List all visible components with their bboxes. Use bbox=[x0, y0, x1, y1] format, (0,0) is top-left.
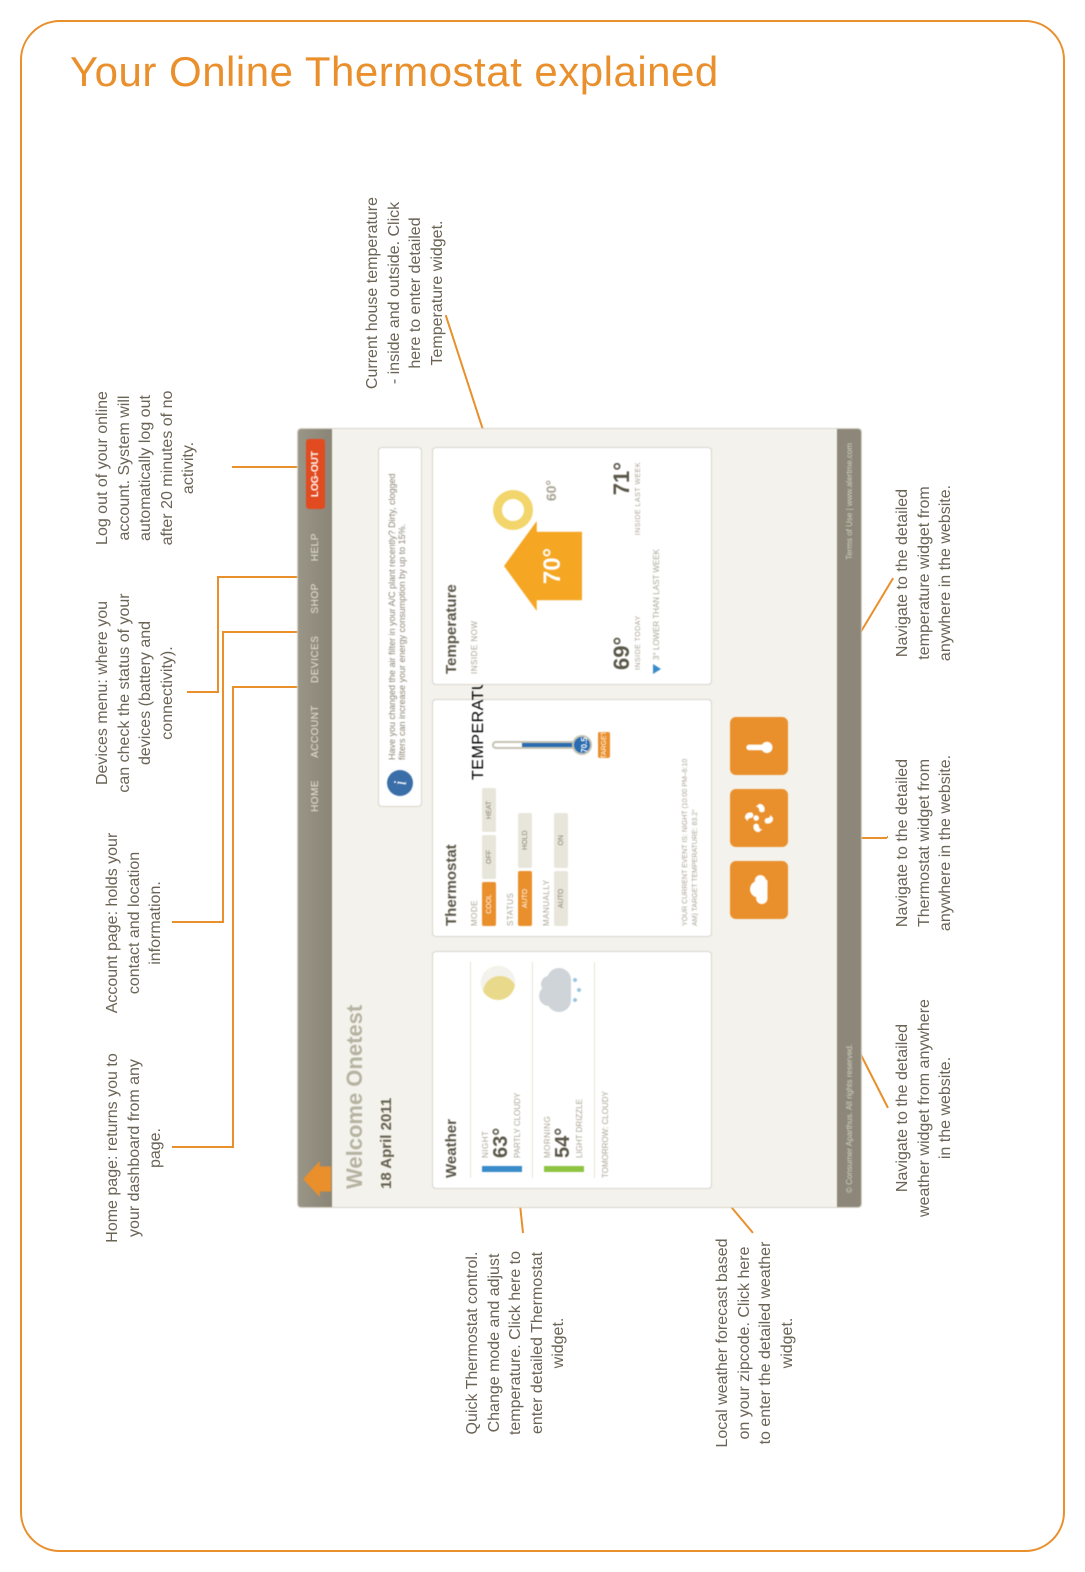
info-icon: i bbox=[387, 770, 413, 796]
bar-icon bbox=[544, 1166, 584, 1172]
target-button[interactable]: TARGET bbox=[598, 732, 610, 758]
footer-right: Terms of Use | www.alertme.com bbox=[845, 443, 854, 560]
status-auto[interactable]: AUTO bbox=[518, 871, 532, 926]
temp-label: TEMPERATURE bbox=[470, 710, 488, 780]
date-text: 18 April 2011 bbox=[372, 807, 397, 1207]
info-tip: i Have you changed the air filter in you… bbox=[378, 447, 422, 807]
manually-label: MANUALLY bbox=[542, 788, 551, 926]
fan-icon bbox=[742, 801, 776, 835]
nav-home[interactable]: HOME bbox=[306, 770, 325, 822]
main-nav: HOME ACCOUNT DEVICES SHOP HELP bbox=[306, 523, 325, 822]
inside-today-label: INSIDE TODAY bbox=[635, 615, 642, 670]
house-icon: 70° bbox=[504, 521, 582, 611]
morning-temp: 54° bbox=[552, 1030, 575, 1158]
sun-icon bbox=[493, 490, 533, 530]
nav-shop[interactable]: SHOP bbox=[306, 573, 325, 623]
inside-now-label: INSIDE NOW bbox=[470, 458, 479, 674]
nav-tile-temperature[interactable] bbox=[730, 717, 788, 775]
man-auto[interactable]: AUTO bbox=[554, 871, 568, 926]
callout-nav-thermo: Navigate to the detailed Thermostat widg… bbox=[892, 733, 957, 953]
logout-button[interactable]: LOG-OUT bbox=[306, 439, 325, 509]
bar-icon bbox=[482, 1166, 522, 1172]
man-on[interactable]: ON bbox=[554, 813, 568, 868]
inside-today: 69° bbox=[609, 615, 635, 670]
top-bar: HOME ACCOUNT DEVICES SHOP HELP LOG-OUT bbox=[298, 429, 332, 1207]
nav-help[interactable]: HELP bbox=[306, 523, 325, 571]
temperature-title: Temperature bbox=[443, 458, 460, 674]
widgets-row: Weather NIGHT 63° PARTLY CLOUDY MORNING … bbox=[432, 429, 712, 1207]
weather-morning-row: MORNING 54° LIGHT DRIZZLE bbox=[532, 962, 594, 1178]
callout-logout: Log out of your online account. System w… bbox=[92, 378, 200, 558]
night-label: NIGHT bbox=[481, 1030, 490, 1158]
inside-temp: 70° bbox=[539, 548, 567, 584]
inside-week-label: INSIDE LAST WEEK bbox=[635, 462, 642, 535]
callout-house-temp: Current house temperature - inside and o… bbox=[362, 193, 448, 393]
thermo-value: 70.5 bbox=[580, 736, 589, 754]
thermostat-status: YOUR CURRENT EVENT IS: NIGHT (10:00 PM–6… bbox=[681, 710, 701, 926]
footer-left: © Consumer Aparthus. All rights reserved… bbox=[845, 1044, 854, 1193]
diagram-area: Home page: returns you to your dashboard… bbox=[92, 178, 992, 1458]
callout-home: Home page: returns you to your dashboard… bbox=[102, 1048, 167, 1248]
temperature-widget[interactable]: Temperature INSIDE NOW 70° 60° 69° INSID… bbox=[432, 447, 712, 685]
nav-tile-thermostat[interactable] bbox=[730, 789, 788, 847]
thermometer-icon: 70.5 bbox=[492, 733, 592, 757]
house-temp-graphic: 70° 60° bbox=[483, 458, 603, 674]
inside-week: 71° bbox=[609, 462, 635, 535]
tomorrow-text: TOMORROW: CLOUDY bbox=[594, 962, 610, 1178]
weather-widget[interactable]: Weather NIGHT 63° PARTLY CLOUDY MORNING … bbox=[432, 951, 712, 1189]
callout-weather: Local weather forecast based on your zip… bbox=[712, 1238, 798, 1448]
mode-label: MODE bbox=[470, 788, 479, 926]
info-tip-text: Have you changed the air filter in your … bbox=[387, 458, 407, 760]
outside-temp: 60° bbox=[543, 480, 559, 501]
nav-tiles bbox=[730, 429, 788, 1207]
morning-cond: LIGHT DRIZZLE bbox=[575, 1030, 584, 1158]
mode-heat[interactable]: HEAT bbox=[482, 788, 496, 832]
thermostat-widget[interactable]: Thermostat MODE COOL OFF HEAT STATU bbox=[432, 699, 712, 937]
thermometer-icon bbox=[742, 729, 776, 763]
nav-tile-weather[interactable] bbox=[730, 861, 788, 919]
mode-off[interactable]: OFF bbox=[482, 835, 496, 879]
callout-nav-temp: Navigate to the detailed temperature wid… bbox=[892, 458, 957, 688]
nav-devices[interactable]: DEVICES bbox=[306, 626, 325, 693]
morning-label: MORNING bbox=[543, 1030, 552, 1158]
temp-delta: 3° LOWER THAN LAST WEEK bbox=[652, 458, 661, 674]
status-hold[interactable]: HOLD bbox=[518, 813, 532, 868]
callout-nav-weather: Navigate to the detailed weather widget … bbox=[892, 998, 957, 1218]
night-temp: 63° bbox=[490, 1030, 513, 1158]
footer: © Consumer Aparthus. All rights reserved… bbox=[837, 429, 861, 1207]
welcome-text: Welcome Onetest bbox=[332, 429, 372, 1207]
cloud-icon bbox=[742, 873, 776, 907]
callout-devices: Devices menu: where you can check the st… bbox=[92, 588, 178, 798]
weather-night-row: NIGHT 63° PARTLY CLOUDY bbox=[470, 962, 532, 1178]
callout-account: Account page: holds your contact and loc… bbox=[102, 828, 167, 1018]
moon-icon bbox=[479, 962, 524, 1022]
status-label: STATUS bbox=[506, 788, 515, 926]
rain-cloud-icon bbox=[541, 962, 586, 1022]
mode-cool[interactable]: COOL bbox=[482, 882, 496, 926]
callout-thermostat: Quick Thermostat control. Change mode an… bbox=[462, 1238, 570, 1448]
thermostat-title: Thermostat bbox=[443, 710, 460, 926]
night-cond: PARTLY CLOUDY bbox=[513, 1030, 522, 1158]
arrow-down-icon bbox=[653, 664, 661, 674]
dashboard-screenshot: HOME ACCOUNT DEVICES SHOP HELP LOG-OUT W… bbox=[297, 428, 862, 1208]
weather-title: Weather bbox=[443, 962, 460, 1178]
page-title: Your Online Thermostat explained bbox=[70, 48, 719, 96]
logo-house-icon[interactable] bbox=[303, 1161, 331, 1197]
nav-account[interactable]: ACCOUNT bbox=[306, 695, 325, 768]
